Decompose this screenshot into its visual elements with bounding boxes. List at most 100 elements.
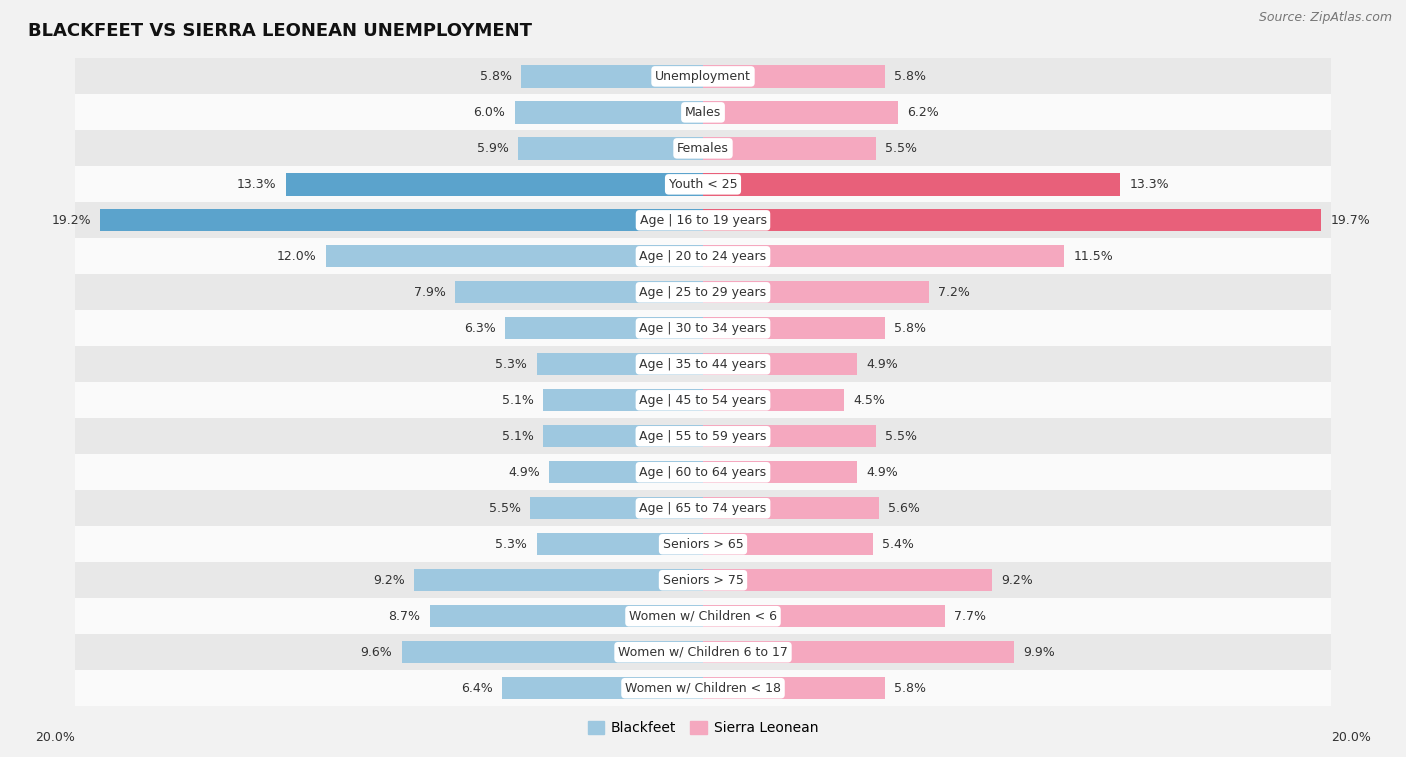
Bar [75, 562, 1331, 598]
Text: 5.8%: 5.8% [894, 70, 927, 83]
Text: Age | 16 to 19 years: Age | 16 to 19 years [640, 213, 766, 227]
Bar [530, 497, 703, 519]
Text: Unemployment: Unemployment [655, 70, 751, 83]
Bar [505, 317, 703, 339]
Bar [75, 670, 1331, 706]
Bar [75, 454, 1331, 491]
Text: Age | 60 to 64 years: Age | 60 to 64 years [640, 466, 766, 478]
Text: 4.9%: 4.9% [866, 358, 898, 371]
Bar [75, 382, 1331, 419]
Bar [430, 605, 703, 628]
Legend: Blackfeet, Sierra Leonean: Blackfeet, Sierra Leonean [582, 716, 824, 741]
Text: BLACKFEET VS SIERRA LEONEAN UNEMPLOYMENT: BLACKFEET VS SIERRA LEONEAN UNEMPLOYMENT [28, 22, 531, 40]
Bar [703, 425, 876, 447]
Bar [326, 245, 703, 267]
Text: Women w/ Children < 6: Women w/ Children < 6 [628, 609, 778, 623]
Text: 9.2%: 9.2% [373, 574, 405, 587]
Text: Age | 25 to 29 years: Age | 25 to 29 years [640, 286, 766, 299]
Text: Age | 55 to 59 years: Age | 55 to 59 years [640, 430, 766, 443]
Bar [703, 281, 929, 304]
Text: 9.6%: 9.6% [360, 646, 392, 659]
Bar [537, 353, 703, 375]
Text: Age | 65 to 74 years: Age | 65 to 74 years [640, 502, 766, 515]
Bar [703, 353, 856, 375]
Text: Age | 35 to 44 years: Age | 35 to 44 years [640, 358, 766, 371]
Text: 5.5%: 5.5% [884, 142, 917, 155]
Bar [703, 173, 1121, 195]
Text: 8.7%: 8.7% [388, 609, 420, 623]
Bar [75, 634, 1331, 670]
Text: 5.9%: 5.9% [477, 142, 509, 155]
Text: 13.3%: 13.3% [1130, 178, 1170, 191]
Text: Age | 30 to 34 years: Age | 30 to 34 years [640, 322, 766, 335]
Text: 20.0%: 20.0% [1331, 731, 1371, 744]
Text: 19.7%: 19.7% [1331, 213, 1371, 227]
Bar [456, 281, 703, 304]
Bar [703, 497, 879, 519]
Text: Women w/ Children 6 to 17: Women w/ Children 6 to 17 [619, 646, 787, 659]
Bar [703, 101, 897, 123]
Bar [522, 65, 703, 88]
Bar [75, 526, 1331, 562]
Bar [703, 209, 1322, 232]
Bar [75, 491, 1331, 526]
Text: 5.3%: 5.3% [495, 537, 527, 551]
Bar [75, 95, 1331, 130]
Text: 7.2%: 7.2% [938, 286, 970, 299]
Bar [285, 173, 703, 195]
Text: 9.9%: 9.9% [1024, 646, 1054, 659]
Bar [703, 569, 991, 591]
Text: Seniors > 75: Seniors > 75 [662, 574, 744, 587]
Bar [543, 425, 703, 447]
Text: 12.0%: 12.0% [277, 250, 316, 263]
Text: Age | 20 to 24 years: Age | 20 to 24 years [640, 250, 766, 263]
Bar [502, 677, 703, 699]
Bar [415, 569, 703, 591]
Text: Males: Males [685, 106, 721, 119]
Text: 5.1%: 5.1% [502, 430, 533, 443]
Text: 5.5%: 5.5% [884, 430, 917, 443]
Bar [703, 317, 884, 339]
Text: 6.2%: 6.2% [907, 106, 939, 119]
Text: Seniors > 65: Seniors > 65 [662, 537, 744, 551]
Bar [515, 101, 703, 123]
Text: Females: Females [678, 142, 728, 155]
Text: 4.9%: 4.9% [508, 466, 540, 478]
Bar [75, 310, 1331, 346]
Text: 5.1%: 5.1% [502, 394, 533, 407]
Text: Age | 45 to 54 years: Age | 45 to 54 years [640, 394, 766, 407]
Bar [543, 389, 703, 412]
Text: 7.7%: 7.7% [955, 609, 986, 623]
Bar [703, 641, 1014, 663]
Text: 5.6%: 5.6% [889, 502, 920, 515]
Bar [75, 167, 1331, 202]
Text: 5.5%: 5.5% [489, 502, 522, 515]
Text: 5.8%: 5.8% [894, 682, 927, 695]
Text: 5.8%: 5.8% [479, 70, 512, 83]
Bar [703, 677, 884, 699]
Bar [75, 274, 1331, 310]
Text: Youth < 25: Youth < 25 [669, 178, 737, 191]
Bar [402, 641, 703, 663]
Bar [75, 598, 1331, 634]
Bar [75, 238, 1331, 274]
Bar [75, 346, 1331, 382]
Text: 7.9%: 7.9% [413, 286, 446, 299]
Text: 19.2%: 19.2% [51, 213, 91, 227]
Bar [703, 245, 1064, 267]
Text: 4.5%: 4.5% [853, 394, 886, 407]
Bar [703, 461, 856, 484]
Bar [75, 419, 1331, 454]
Text: 5.8%: 5.8% [894, 322, 927, 335]
Bar [703, 389, 844, 412]
Text: 6.4%: 6.4% [461, 682, 492, 695]
Bar [703, 605, 945, 628]
Bar [703, 65, 884, 88]
Text: Women w/ Children < 18: Women w/ Children < 18 [626, 682, 780, 695]
Text: 5.3%: 5.3% [495, 358, 527, 371]
Text: 20.0%: 20.0% [35, 731, 75, 744]
Bar [75, 202, 1331, 238]
Text: 9.2%: 9.2% [1001, 574, 1033, 587]
Text: 4.9%: 4.9% [866, 466, 898, 478]
Bar [75, 130, 1331, 167]
